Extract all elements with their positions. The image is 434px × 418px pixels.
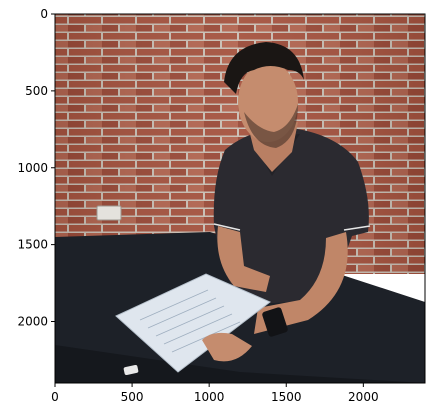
y-axis: 0 500 1000 1500 2000 [17, 7, 55, 329]
x-tick-label: 1500 [271, 390, 302, 404]
x-tick-label: 0 [51, 390, 59, 404]
y-tick-label: 2000 [17, 315, 48, 329]
x-axis: 0 500 1000 1500 2000 [51, 383, 378, 404]
x-tick-label: 500 [121, 390, 144, 404]
y-tick-label: 1000 [17, 161, 48, 175]
x-tick-label: 2000 [348, 390, 379, 404]
photo [55, 14, 425, 383]
x-tick-label: 1000 [194, 390, 225, 404]
y-tick-label: 1500 [17, 238, 48, 252]
y-tick-label: 500 [25, 84, 48, 98]
y-tick-label: 0 [40, 7, 48, 21]
wall-socket [97, 206, 121, 220]
